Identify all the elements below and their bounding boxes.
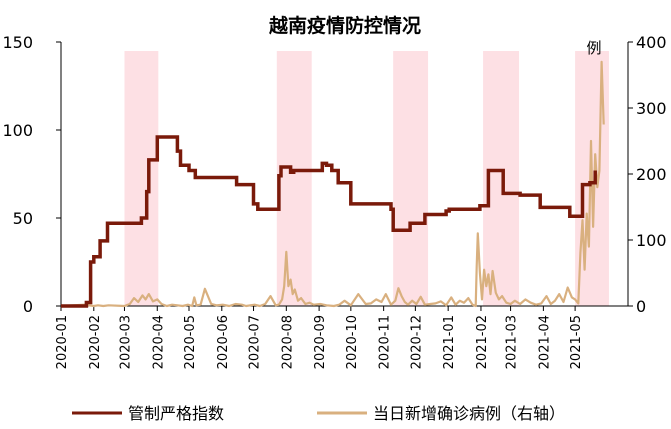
x-tick-label: 2021-01 [442,315,457,369]
right-tick-label: 0 [636,297,646,316]
x-tick-label: 2021-03 [505,315,520,369]
x-tick-label: 2020-08 [280,315,295,369]
right-axis-unit: 例 [586,39,601,57]
shaded-period-1 [124,51,159,306]
series-line-strictness-index [61,135,597,308]
left-tick-label: 100 [2,121,33,140]
x-tick-label: 2020-02 [88,315,103,369]
right-tick-label: 200 [636,165,667,184]
shaded-period-3 [393,51,429,306]
left-tick-label: 150 [2,33,33,52]
right-tick-label: 100 [636,231,667,250]
right-tick-label: 300 [636,99,667,118]
x-tick-label: 2020-12 [409,315,424,369]
series-lines [60,60,605,308]
x-tick-label: 2021-04 [537,315,552,369]
x-tick-label: 2020-11 [378,315,393,369]
series-line-daily-cases [60,60,605,308]
left-tick-label: 0 [23,297,33,316]
chart-title: 越南疫情防控情况 [268,14,421,37]
x-tick-label: 2021-05 [569,315,584,369]
tick-labels: 0 50 100 150 0 100 200 300 400 2020-01 2020-02 2020… [2,33,666,369]
x-tick-label: 2020-05 [183,315,198,369]
legend: 管制严格指数 当日新增确诊病例（右轴） [72,404,565,423]
x-tick-label: 2020-07 [248,315,263,369]
legend-label-strictness: 管制严格指数 [128,404,224,423]
x-tick-label: 2020-06 [216,315,231,369]
x-tick-label: 2020-04 [151,315,166,369]
x-tick-label: 2020-10 [345,315,360,369]
x-tick-label: 2021-02 [475,315,490,369]
legend-label-cases: 当日新增确诊病例（右轴） [373,404,565,423]
right-tick-label: 400 [636,33,667,52]
left-tick-label: 50 [13,209,33,228]
shaded-period-2 [276,51,312,306]
x-tick-label: 2020-09 [313,315,328,369]
x-tick-label: 2020-03 [118,315,133,369]
x-tick-label: 2020-01 [55,315,70,369]
